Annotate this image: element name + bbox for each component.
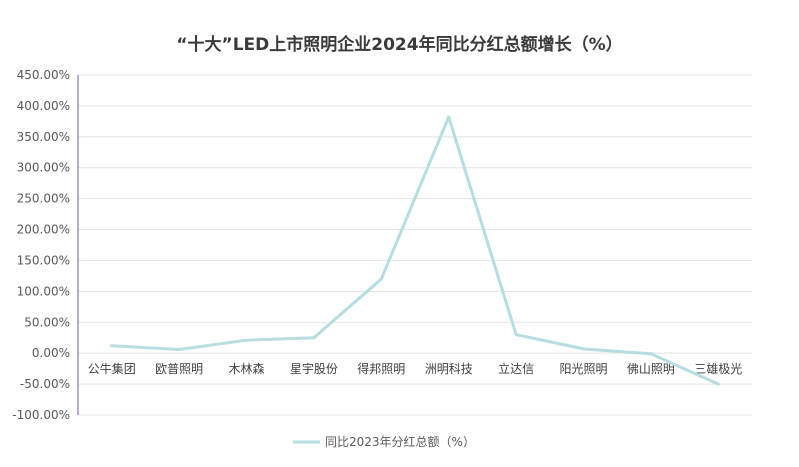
data-point bbox=[649, 352, 653, 356]
x-tick-label: 欧普照明 bbox=[155, 362, 203, 376]
y-tick-label: 450.00% bbox=[17, 68, 70, 82]
y-tick-label: 50.00% bbox=[24, 315, 70, 329]
data-point bbox=[447, 115, 451, 119]
y-tick-label: 250.00% bbox=[17, 192, 70, 206]
y-tick-label: -100.00% bbox=[12, 408, 70, 422]
data-point bbox=[110, 344, 114, 348]
x-tick-label: 佛山照明 bbox=[627, 362, 675, 376]
x-tick-label: 阳光照明 bbox=[559, 362, 607, 376]
chart-title: “十大”LED上市照明企业2024年同比分红总额增长（%） bbox=[176, 35, 623, 55]
data-point bbox=[379, 277, 383, 281]
x-tick-label: 星宇股份 bbox=[290, 362, 338, 376]
x-tick-label: 木林森 bbox=[228, 361, 264, 376]
y-tick-label: 150.00% bbox=[17, 253, 70, 267]
x-tick-label: 洲明科技 bbox=[425, 362, 473, 376]
y-tick-label: 300.00% bbox=[17, 161, 70, 175]
data-point bbox=[582, 347, 585, 351]
y-tick-label: 200.00% bbox=[17, 223, 70, 237]
series-line bbox=[110, 115, 720, 386]
y-tick-label: 350.00% bbox=[17, 130, 70, 144]
x-tick-label: 三雄极光 bbox=[694, 361, 742, 376]
data-point bbox=[177, 347, 181, 351]
y-tick-label: -50.00% bbox=[20, 377, 70, 391]
y-tick-label: 0.00% bbox=[32, 346, 70, 360]
y-tick-label: 100.00% bbox=[17, 284, 70, 298]
data-point bbox=[245, 338, 248, 342]
x-tick-label: 得邦照明 bbox=[357, 361, 405, 376]
data-point bbox=[514, 333, 518, 337]
y-tick-label: 400.00% bbox=[17, 99, 70, 113]
data-point bbox=[312, 336, 316, 340]
data-point bbox=[716, 382, 720, 386]
x-tick-label: 立达信 bbox=[498, 361, 534, 376]
legend-label: 同比2023年分红总额（%） bbox=[325, 434, 475, 449]
x-tick-label: 公牛集团 bbox=[88, 361, 136, 376]
